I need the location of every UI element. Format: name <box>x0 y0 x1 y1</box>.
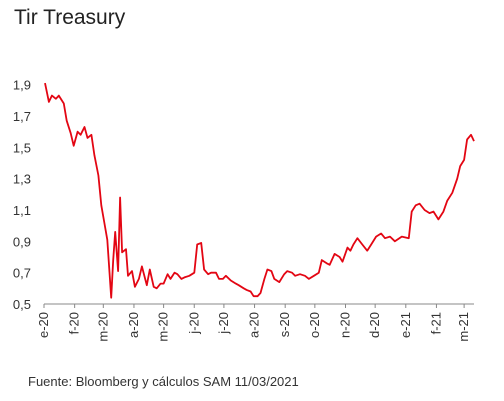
x-tick-label: s-20 <box>277 312 292 337</box>
y-tick-label: 1,7 <box>13 109 31 124</box>
y-tick-label: 1,9 <box>13 78 31 93</box>
x-tick-label: d-20 <box>367 312 382 338</box>
y-tick-label: 1,5 <box>13 140 31 155</box>
x-tick-label: m-20 <box>95 312 110 342</box>
chart-title: Tir Treasury <box>14 6 126 29</box>
y-tick-label: 1,3 <box>13 172 31 187</box>
y-tick-label: 0,5 <box>13 297 31 312</box>
x-tick-label: m-21 <box>456 312 471 342</box>
y-tick-label: 1,1 <box>13 203 31 218</box>
x-tick-label: a-20 <box>126 312 141 338</box>
x-tick-label: f-21 <box>428 312 443 334</box>
y-tick-label: 0,9 <box>13 234 31 249</box>
x-tick-label: n-20 <box>337 312 352 338</box>
series-line <box>44 82 475 299</box>
x-tick-label: e-20 <box>36 312 51 338</box>
x-tick-label: o-20 <box>307 312 322 338</box>
x-tick-label: a-20 <box>247 312 262 338</box>
x-tick-label: e-21 <box>398 312 413 338</box>
x-tick-label: m-20 <box>156 312 171 342</box>
source-note: Fuente: Bloomberg y cálculos SAM 11/03/2… <box>28 374 299 389</box>
y-tick-label: 0,7 <box>13 266 31 281</box>
x-tick-label: j-20 <box>186 312 201 335</box>
x-tick-label: j-20 <box>216 312 231 335</box>
x-tick-label: f-20 <box>67 312 82 334</box>
